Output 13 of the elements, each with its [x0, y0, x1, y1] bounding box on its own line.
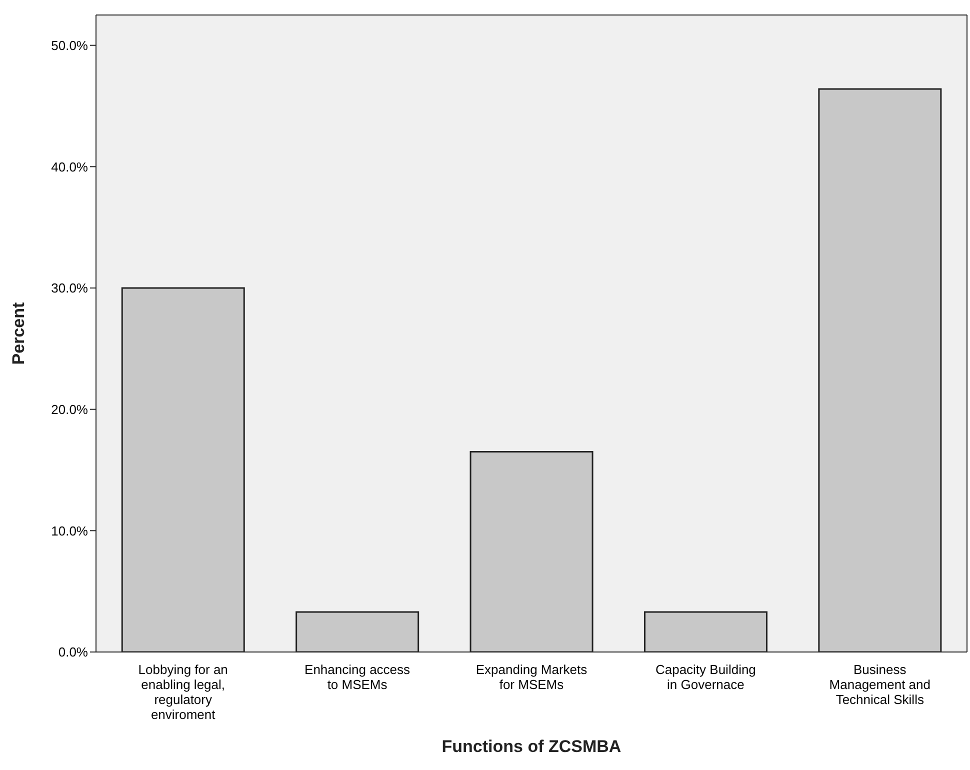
y-tick-label: 10.0%: [51, 523, 88, 538]
x-tick-label: Business Management and Technical Skills: [829, 662, 930, 707]
y-tick-label: 50.0%: [51, 38, 88, 53]
y-tick-label: 0.0%: [58, 644, 88, 660]
x-tick-label: Expanding Markets for MSEMs: [476, 662, 588, 692]
y-axis-title: Percent: [9, 302, 28, 365]
x-tick-label: Lobbying for an enabling legal, regulatory enviroment: [138, 662, 228, 722]
x-tick-label: Enhancing access to MSEMs: [304, 662, 411, 692]
y-tick-label: 40.0%: [51, 159, 88, 174]
x-tick-label: Capacity Building in Governace: [655, 662, 756, 692]
y-tick-label: 20.0%: [51, 402, 88, 417]
y-tick-label: 30.0%: [51, 280, 88, 296]
x-axis-title: Functions of ZCSMBA: [442, 737, 622, 756]
